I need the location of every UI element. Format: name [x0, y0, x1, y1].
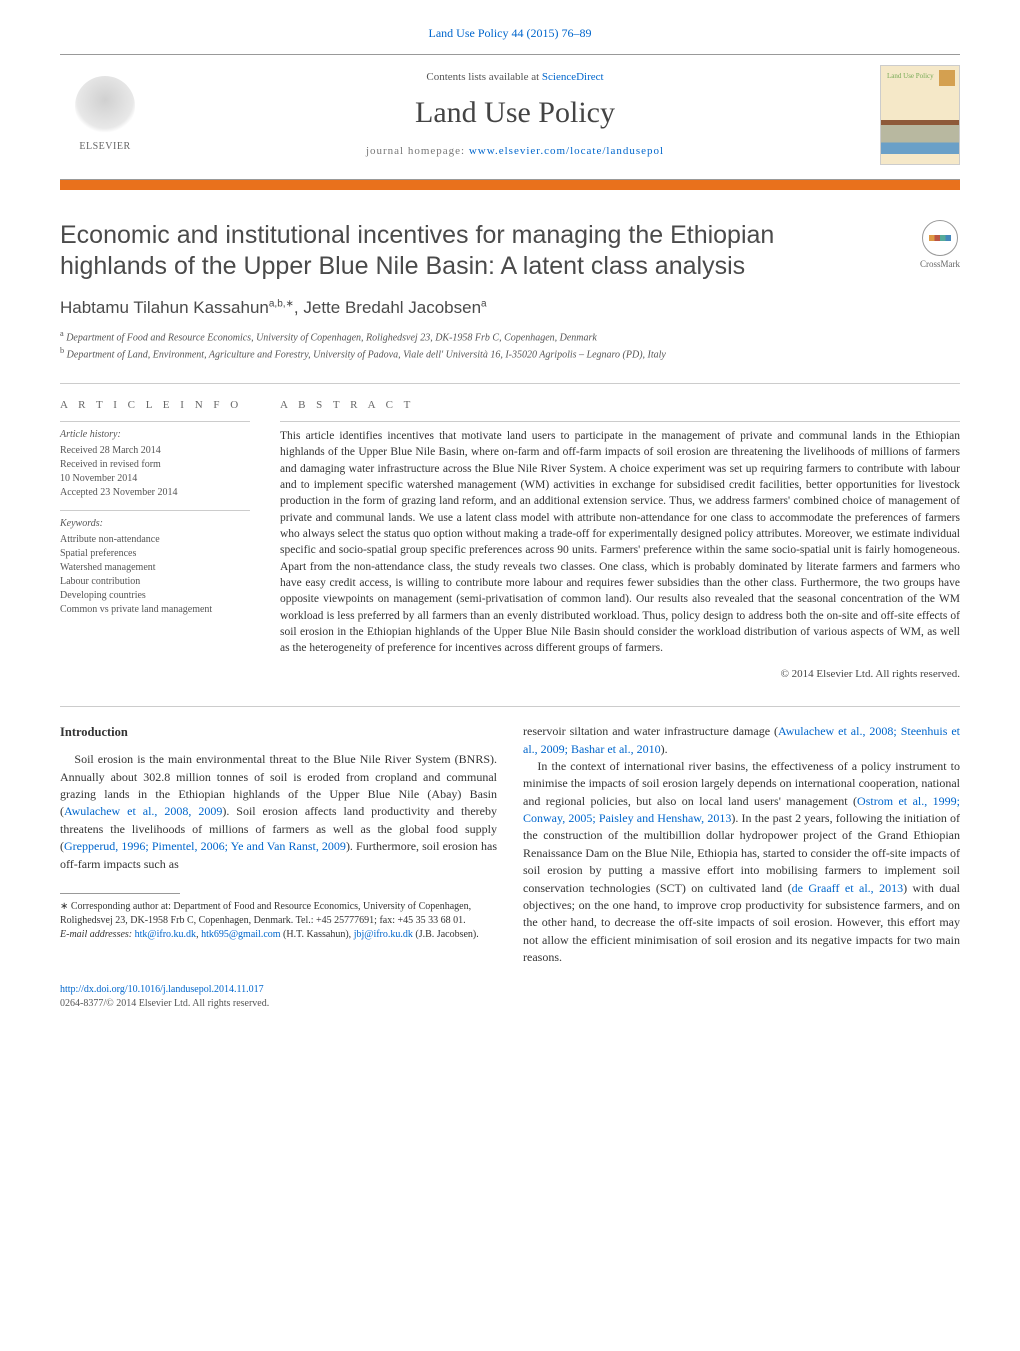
journal-homepage: journal homepage: www.elsevier.com/locat…	[150, 144, 880, 159]
history-line: Received 28 March 2014	[60, 444, 250, 458]
author-2: Jette Bredahl Jacobsen	[303, 298, 481, 317]
body-paragraph: In the context of international river ba…	[523, 758, 960, 967]
intro-heading: Introduction	[60, 723, 497, 741]
keyword: Attribute non-attendance	[60, 533, 250, 547]
issn-copyright: 0264-8377/© 2014 Elsevier Ltd. All right…	[60, 997, 960, 1011]
crossmark-badge[interactable]: CrossMark	[920, 220, 960, 271]
history-line: Received in revised form	[60, 458, 250, 472]
contents-available: Contents lists available at ScienceDirec…	[150, 70, 880, 85]
journal-cover-thumbnail: Land Use Policy	[880, 65, 960, 165]
elsevier-tree-icon	[75, 76, 135, 136]
doi-block: http://dx.doi.org/10.1016/j.landusepol.2…	[60, 983, 960, 1011]
sciencedirect-link[interactable]: ScienceDirect	[542, 71, 604, 83]
abstract-copyright: © 2014 Elsevier Ltd. All rights reserved…	[280, 667, 960, 682]
footnote-rule	[60, 893, 180, 894]
article-info: a r t i c l e i n f o Article history: R…	[60, 398, 250, 682]
abstract-text: This article identifies incentives that …	[280, 421, 960, 657]
body-paragraph: reservoir siltation and water infrastruc…	[523, 723, 960, 758]
keywords-title: Keywords:	[60, 517, 250, 531]
keyword: Developing countries	[60, 589, 250, 603]
email-link[interactable]: htk695@gmail.com	[201, 929, 280, 940]
citation-link[interactable]: de Graaff et al., 2013	[792, 881, 904, 895]
article-title: Economic and institutional incentives fo…	[60, 220, 960, 283]
doi-link[interactable]: http://dx.doi.org/10.1016/j.landusepol.2…	[60, 984, 264, 995]
keyword: Common vs private land management	[60, 603, 250, 617]
abstract-heading: a b s t r a c t	[280, 398, 960, 413]
affiliations: a Department of Food and Resource Econom…	[60, 328, 960, 363]
elsevier-logo: ELSEVIER	[60, 76, 150, 154]
article-info-heading: a r t i c l e i n f o	[60, 398, 250, 413]
corresponding-author: ∗ Corresponding author at: Department of…	[60, 900, 497, 928]
email-link[interactable]: jbj@ifro.ku.dk	[354, 929, 413, 940]
citation-header: Land Use Policy 44 (2015) 76–89	[0, 0, 1020, 54]
citation-link[interactable]: Land Use Policy 44 (2015) 76–89	[429, 26, 592, 40]
keyword: Spatial preferences	[60, 547, 250, 561]
homepage-link[interactable]: www.elsevier.com/locate/landusepol	[469, 145, 664, 157]
orange-divider	[60, 180, 960, 190]
authors: Habtamu Tilahun Kassahuna,b,∗, Jette Bre…	[60, 296, 960, 320]
body-columns: Introduction Soil erosion is the main en…	[60, 706, 960, 966]
citation-link[interactable]: Awulachew et al., 2008, 2009	[64, 804, 222, 818]
crossmark-icon	[922, 220, 958, 256]
keyword: Labour contribution	[60, 575, 250, 589]
crossmark-label: CrossMark	[920, 259, 960, 269]
history-line: 10 November 2014	[60, 472, 250, 486]
column-left: Introduction Soil erosion is the main en…	[60, 723, 497, 966]
history-title: Article history:	[60, 428, 250, 442]
author-1: Habtamu Tilahun Kassahun	[60, 298, 269, 317]
history-line: Accepted 23 November 2014	[60, 486, 250, 500]
keyword: Watershed management	[60, 561, 250, 575]
email-addresses: E-mail addresses: htk@ifro.ku.dk, htk695…	[60, 928, 497, 942]
column-right: reservoir siltation and water infrastruc…	[523, 723, 960, 966]
body-paragraph: Soil erosion is the main environmental t…	[60, 751, 497, 873]
citation-link[interactable]: Grepperud, 1996; Pimentel, 2006; Ye and …	[64, 839, 346, 853]
journal-header: ELSEVIER Contents lists available at Sci…	[60, 54, 960, 180]
divider	[60, 383, 960, 384]
footnotes: ∗ Corresponding author at: Department of…	[60, 900, 497, 942]
abstract: a b s t r a c t This article identifies …	[280, 398, 960, 682]
email-link[interactable]: htk@ifro.ku.dk	[135, 929, 196, 940]
elsevier-text: ELSEVIER	[60, 140, 150, 154]
journal-name: Land Use Policy	[150, 92, 880, 134]
